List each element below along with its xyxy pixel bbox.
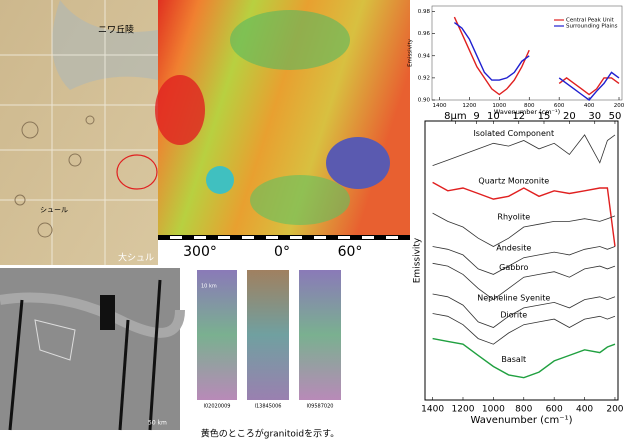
series-line: [454, 23, 529, 81]
x2-tick-label: 15: [538, 111, 551, 122]
series-label: Quartz Monzonite: [478, 176, 549, 185]
x-tick-label: 1200: [462, 103, 476, 109]
y-tick-label: 0.90: [418, 98, 431, 104]
y-tick-label: 0.96: [418, 31, 431, 37]
series-label: Rhyolite: [497, 213, 530, 222]
gray-image: 50 km: [0, 268, 180, 430]
series-label: Andesite: [496, 243, 531, 252]
x-axis-label: Wavenumber (cm⁻¹): [471, 415, 573, 426]
longitude-label: 300°: [183, 244, 217, 260]
series-line: [559, 72, 619, 100]
scale-label: 50 km: [148, 420, 167, 427]
map-label: 大シュル: [118, 252, 154, 264]
mola-map: 300° 0° 60°: [155, 0, 410, 260]
x2-tick-label: 12: [512, 111, 525, 122]
y-axis-label: Emissivity: [408, 38, 414, 67]
x-tick-label: 200: [614, 103, 625, 109]
x2-tick-label: 50: [609, 111, 622, 122]
geo-map: ニワ丘陵 シュール 大シュル: [0, 0, 158, 265]
scale-bar: [158, 235, 410, 240]
legend-label: Surrounding Plains: [566, 24, 618, 30]
longitude-label: 60°: [338, 244, 363, 260]
x2-tick-label: 20: [563, 111, 576, 122]
series-label: Basalt: [501, 355, 526, 364]
map-label: シュール: [40, 206, 68, 214]
series-label: Nepheline Syenite: [477, 294, 550, 303]
figure: ニワ丘陵 シュール 大シュル 300° 0° 60° 50 km 10 km: [0, 0, 629, 441]
x-tick-label: 1400: [432, 103, 446, 109]
x2-tick-label: 9: [473, 111, 479, 122]
x-tick-label: 400: [576, 405, 593, 415]
x-tick-label: 600: [546, 405, 563, 415]
series-line: [433, 135, 615, 166]
y-tick-label: 0.98: [418, 9, 431, 15]
x-tick-label: 400: [584, 103, 595, 109]
series-label: Diorite: [500, 310, 527, 319]
strip-label: I02020009: [204, 404, 231, 410]
map-label: ニワ丘陵: [98, 25, 134, 36]
y-tick-label: 0.94: [418, 53, 431, 59]
strip-images: 10 km I02020009 I13845006 I09587020 黄色のと…: [197, 270, 341, 440]
caption: 黄色のところがgranitoidを示す。: [201, 428, 339, 440]
x2-tick-label: 8μm: [444, 111, 466, 122]
series-label: Isolated Component: [473, 129, 554, 138]
strip-label: I13845006: [255, 404, 282, 410]
x-tick-label: 1400: [421, 405, 444, 415]
strip-label: I09587020: [307, 404, 334, 410]
y-tick-label: 0.92: [418, 75, 430, 81]
x-tick-label: 1200: [452, 405, 475, 415]
longitude-label: 0°: [274, 244, 290, 260]
series-label: Gabbro: [499, 263, 528, 272]
y-axis-label: Emissivity: [413, 237, 423, 283]
x2-tick-label: 10: [487, 111, 500, 122]
x-tick-label: 1000: [482, 405, 505, 415]
x2-tick-label: 30: [588, 111, 601, 122]
series-line: [559, 78, 619, 95]
scale-label: 10 km: [201, 284, 217, 290]
x-tick-label: 200: [606, 405, 623, 415]
x-tick-label: 800: [515, 405, 532, 415]
series-line: [454, 17, 529, 94]
